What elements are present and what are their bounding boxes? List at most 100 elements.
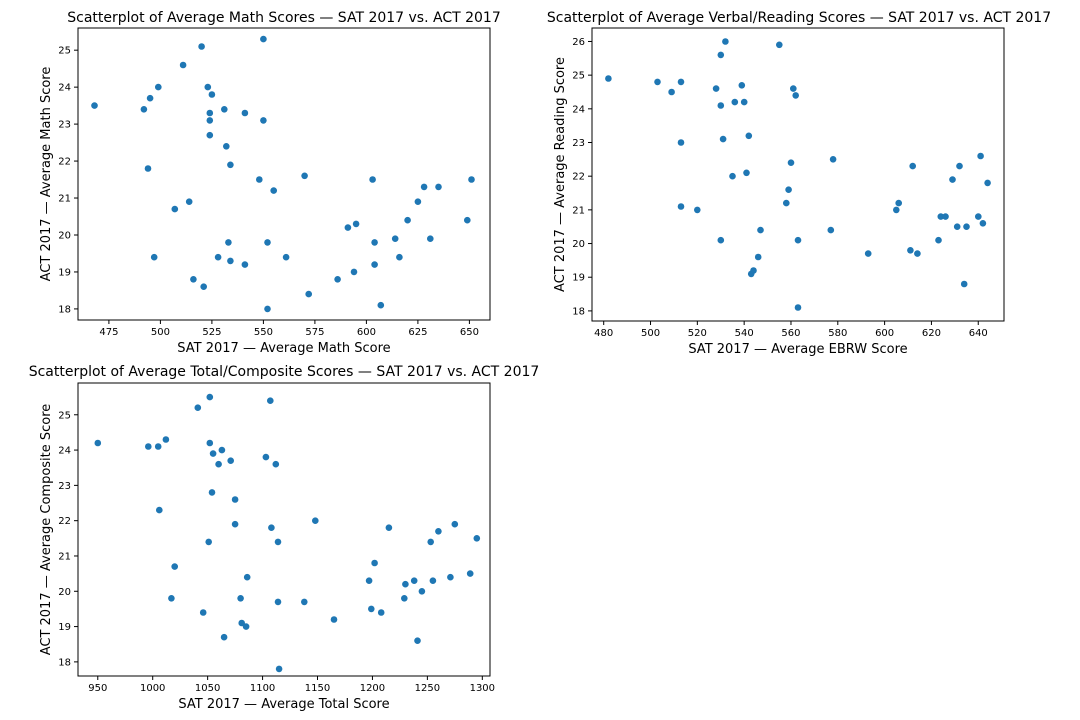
data-point [977,152,984,160]
x-tick-label: 500 [641,328,660,339]
y-tick-label: 18 [572,306,585,317]
data-point [956,162,963,170]
data-point [429,577,437,584]
data-point [206,117,214,124]
y-tick-label: 19 [58,622,71,633]
data-point [942,213,949,220]
data-point [264,305,271,313]
y-tick-label: 19 [58,267,71,278]
x-tick-label: 550 [254,327,273,338]
data-point [205,538,212,546]
data-point [262,453,270,461]
data-point [237,595,244,602]
data-point [907,247,914,254]
data-point [215,460,222,468]
data-point [794,304,802,311]
x-tick-label: 1150 [305,683,330,694]
data-point [717,236,725,244]
data-point [729,172,736,180]
data-point [168,595,175,602]
data-point [401,595,408,602]
data-point [418,588,426,595]
data-point [745,132,753,140]
y-tick-label: 25 [58,46,71,57]
data-point [754,253,762,261]
data-point [427,235,434,242]
data-point [365,577,373,584]
data-point [979,220,987,227]
data-point [468,176,475,183]
data-point [270,187,278,194]
y-tick-label: 24 [572,104,585,115]
x-tick-label: 600 [875,328,894,339]
data-point [301,598,308,606]
data-point [206,131,214,139]
y-tick-label: 19 [572,273,585,284]
data-point [220,633,228,641]
x-tick-label: 620 [922,328,941,339]
data-point [208,91,216,98]
data-point [377,609,385,616]
y-tick-label: 23 [572,138,585,149]
data-point [668,88,675,96]
y-axis-label: ACT 2017 — Average Math Score [39,67,54,282]
data-point [282,253,290,261]
data-point [144,165,152,172]
data-point [377,301,385,309]
data-point [787,159,795,166]
plot-area-frame [77,382,491,677]
y-tick-label: 24 [58,83,71,94]
data-point [190,276,197,283]
y-tick-label: 20 [58,587,71,598]
y-tick-label: 21 [58,551,71,562]
data-point [909,162,916,170]
data-point [677,203,685,210]
y-tick-label: 22 [58,516,71,527]
data-point [371,239,378,246]
x-tick-label: 580 [828,328,847,339]
data-point [267,397,274,405]
data-point [199,609,207,616]
data-point [402,580,409,588]
data-point [91,102,98,109]
data-point [391,235,399,242]
data-point [717,51,725,59]
data-point [960,280,968,288]
data-point [396,253,403,261]
data-point [260,35,267,43]
data-point [241,261,249,268]
data-point [790,85,797,92]
data-point [206,393,214,401]
data-point [272,460,280,468]
scatter-panel-3: Scatterplot of Average Total/Composite S… [29,364,540,712]
y-tick-label: 25 [572,71,585,82]
y-tick-label: 24 [58,446,71,457]
chart-title: Scatterplot of Average Total/Composite S… [29,364,540,380]
x-tick-label: 650 [460,327,479,338]
data-point [743,169,750,177]
data-point [162,436,170,443]
data-point [231,520,239,528]
x-tick-label: 1000 [140,683,165,694]
data-point [473,535,481,542]
data-point [274,598,282,606]
x-tick-label: 520 [688,328,707,339]
y-tick-label: 26 [572,37,585,48]
data-point [963,223,970,230]
data-point [738,82,746,89]
chart-title: Scatterplot of Average Verbal/Reading Sc… [547,10,1051,26]
data-point [268,524,275,531]
data-point [209,450,217,457]
data-point [227,161,234,169]
data-point [949,176,956,183]
y-tick-label: 22 [572,172,585,183]
data-point [953,223,961,230]
data-point [238,619,245,627]
y-tick-label: 23 [58,120,71,131]
data-point [447,573,454,581]
data-point [255,176,263,183]
data-point [750,267,757,274]
data-point [717,102,725,109]
data-point [785,186,792,193]
x-tick-label: 560 [781,328,800,339]
